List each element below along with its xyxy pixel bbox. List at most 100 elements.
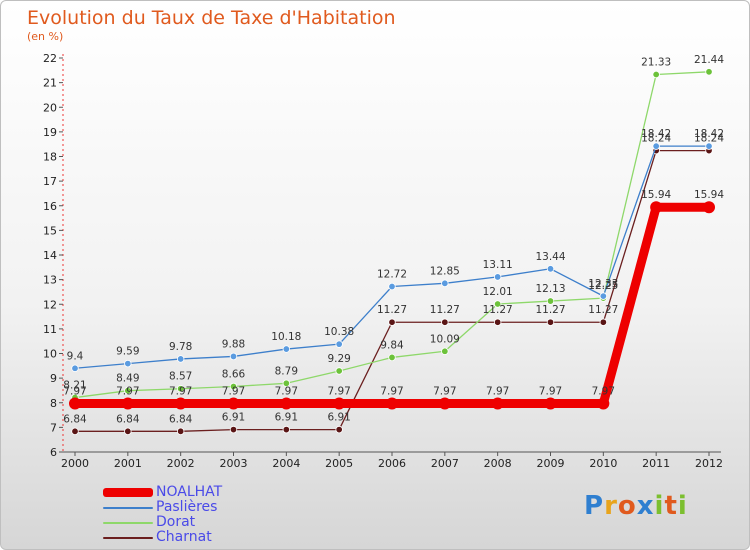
data-label-charnat: 6.91 [327,412,350,424]
y-tick-label: 14 [43,249,57,262]
data-label-charnat: 11.27 [377,304,407,316]
data-labels-layer: 7.97 7.97 7.97 7.97 7.97 15.94 15.94 9.4 9.59 9.7… [63,54,724,426]
data-label-noalhat: 7.97 [433,385,456,397]
data-label-dorat: 12.01 [483,286,513,298]
x-tick-label: 2012 [695,457,723,470]
data-point-paslires [282,345,291,353]
data-label-noalhat: 15.94 [694,189,724,201]
y-tick-label: 15 [43,224,57,237]
data-label-charnat: 18.24 [694,133,724,145]
data-point-dorat [282,379,291,387]
logo-letter: o [617,491,637,521]
data-point-paslires [599,292,608,300]
data-label-noalhat: 7.97 [327,385,350,397]
data-label-dorat: 21.33 [641,56,671,68]
y-tick-label: 7 [50,421,57,434]
y-tick-label: 11 [43,323,57,336]
data-label-dorat: 8.49 [116,373,139,385]
data-point-paslires [493,273,502,281]
x-tick-label: 2006 [378,457,406,470]
logo-letter: i [677,491,688,521]
data-label-dorat: 21.44 [694,54,724,66]
logo-letter: i [654,491,665,521]
logo-letter: t [664,491,678,521]
x-tick-label: 2001 [114,457,142,470]
legend-item-dorat: Dorat [103,514,343,530]
y-tick-label: 20 [43,101,57,114]
data-label-paslires: 18.42 [641,128,671,140]
data-label-noalhat: 7.97 [539,385,562,397]
data-point-charnat [124,427,132,436]
data-label-dorat: 10.09 [430,333,460,345]
data-label-paslires: 18.42 [694,128,724,140]
data-label-charnat: 11.27 [483,304,513,316]
data-label-charnat: 6.91 [275,412,298,424]
y-tick-label: 6 [50,446,57,459]
x-tick-label: 2011 [642,457,670,470]
data-point-paslires [124,359,132,368]
data-label-paslires: 13.11 [483,259,513,271]
data-point-noalhat [491,397,504,410]
data-point-charnat [388,318,396,326]
data-label-charnat: 11.27 [535,304,565,316]
legend-label-noalhat: NOALHAT [156,484,223,500]
data-label-dorat: 8.66 [222,368,246,380]
data-label-dorat: 8.21 [63,380,86,392]
series-line-paslires [74,145,710,369]
data-label-paslires: 9.59 [116,346,139,358]
legend-swatch-paslieres [103,507,153,509]
data-label-paslires: 12.85 [430,265,460,277]
x-tick-label: 2007 [431,457,459,470]
data-label-dorat: 9.29 [327,353,350,365]
data-label-charnat: 6.84 [63,413,87,425]
data-label-charnat: 6.91 [222,412,245,424]
data-point-dorat [388,353,396,362]
data-point-charnat [229,425,238,434]
data-point-noalhat [544,397,557,410]
x-tick-label: 2000 [61,457,89,470]
data-point-noalhat [227,397,240,410]
data-label-noalhat: 7.97 [116,385,139,397]
x-tick-label: 2003 [220,457,248,470]
data-point-paslires [546,265,555,273]
data-point-paslires [335,340,343,348]
chart-axes: 6 7 8 9 10 11 12 13 14 15 16 17 18 19 20 21 22 2000 2001 20… [43,52,723,470]
data-point-noalhat [333,397,346,410]
data-point-noalhat [69,397,81,410]
legend-swatch-charnat [103,537,153,539]
x-tick-label: 2004 [272,457,300,470]
legend-item-charnat: Charnat [103,529,343,545]
data-label-dorat: 9.84 [380,339,404,351]
data-point-charnat [176,427,185,436]
chart-title: Evolution du Taux de Taxe d'Habitation [27,7,396,29]
y-tick-label: 9 [50,372,57,385]
data-point-dorat [441,347,449,355]
data-point-dorat [493,300,502,308]
data-label-paslires: 10.18 [271,331,301,343]
data-point-noalhat [386,397,398,410]
data-point-paslires [441,279,449,288]
data-label-paslires: 10.38 [324,326,354,338]
data-label-noalhat: 15.94 [641,189,671,201]
data-point-dorat [229,382,238,391]
logo-letter: P [584,491,605,521]
logo-letter: r [604,491,618,521]
data-point-noalhat [703,201,715,214]
legend-item-paslieres: Paslières [103,499,343,515]
data-point-noalhat [597,397,610,410]
data-point-dorat [652,70,660,79]
data-point-noalhat [280,397,293,410]
data-point-charnat [546,318,555,326]
data-point-charnat [71,427,79,436]
legend: NOALHAT Paslières Dorat Charnat [103,484,343,545]
data-point-charnat [599,318,608,326]
legend-swatch-dorat [103,522,153,524]
data-point-charnat [441,318,449,326]
data-point-paslires [705,142,713,150]
y-tick-label: 17 [43,175,57,188]
data-point-noalhat [121,397,134,410]
data-point-dorat [705,68,713,76]
data-label-noalhat: 7.97 [63,385,86,397]
legend-label-dorat: Dorat [156,514,196,530]
